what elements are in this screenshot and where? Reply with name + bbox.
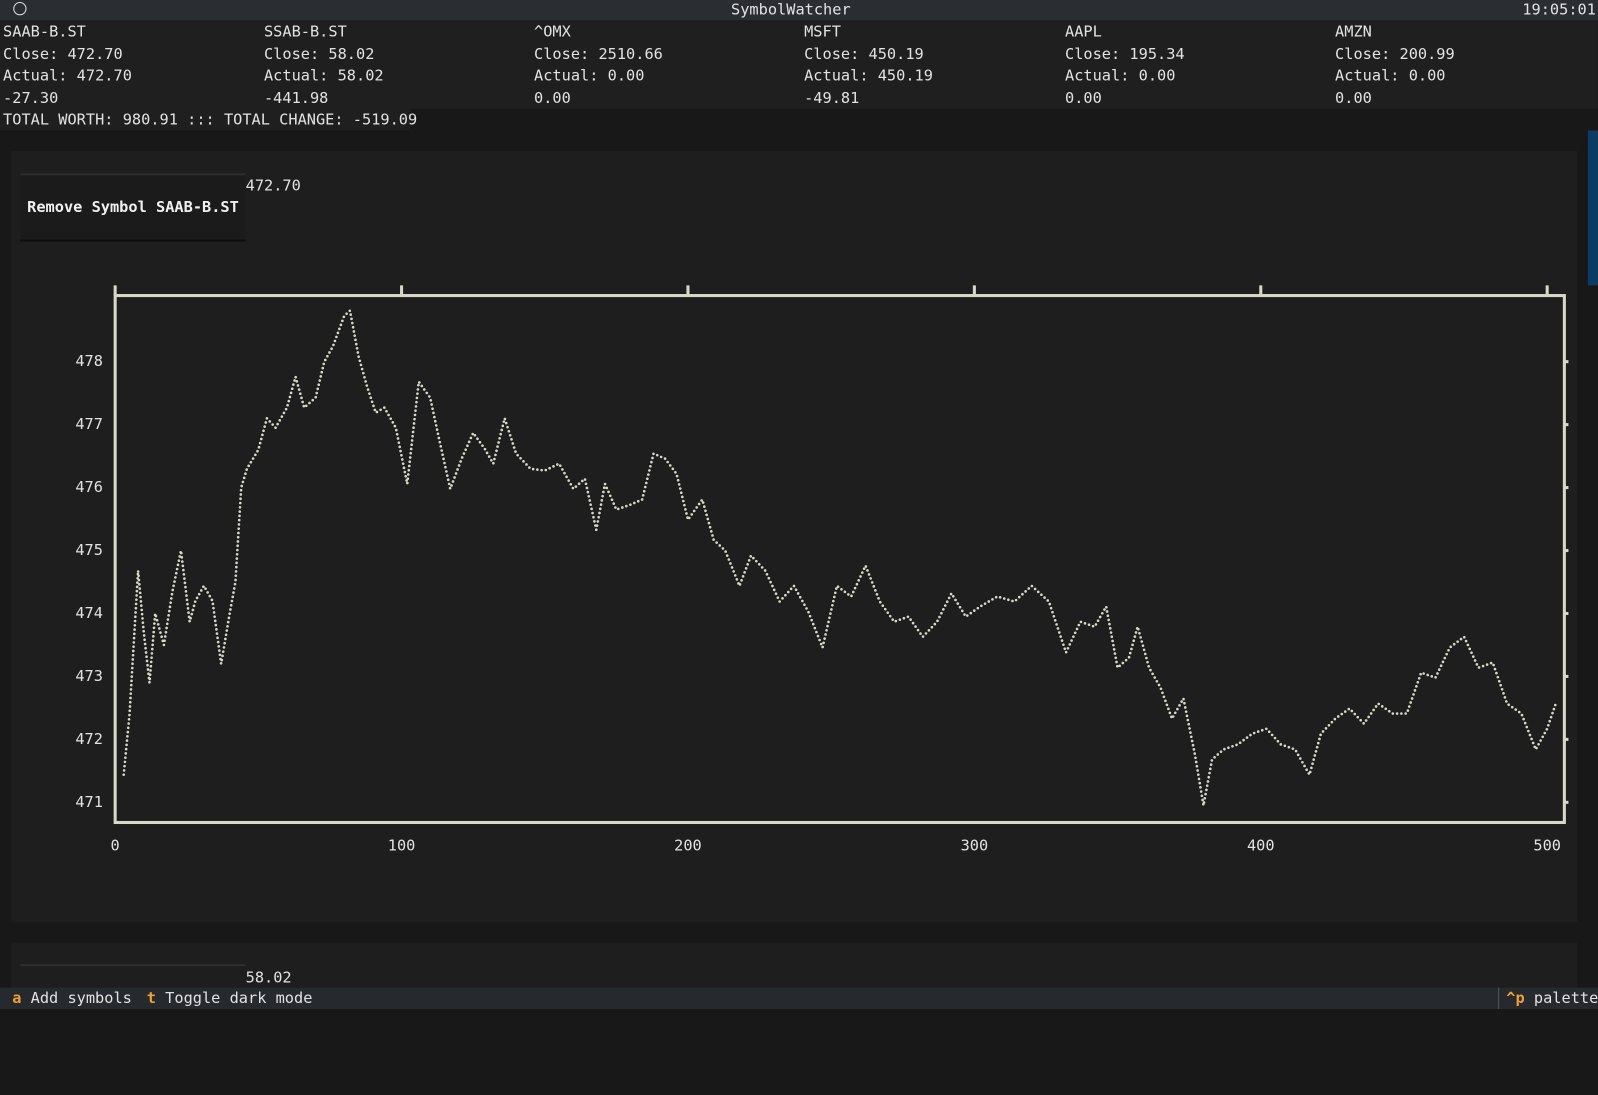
symbol-actual: Actual: 450.19 [804,66,933,85]
symbol-name: ^OMX [534,22,571,41]
symbol-close: Close: 58.02 [263,44,375,63]
price-line [122,309,1558,807]
symbol-name: AMZN [1335,22,1372,41]
plot-frame [113,294,1566,825]
scrollbar[interactable] [1587,130,1598,286]
app: SymbolWatcher 19:05:01 SAAB-B.ST Close: 4… [0,0,1598,1009]
symbol-change: -49.81 [804,88,860,108]
remove-button[interactable]: Remove Symbol SAAB-B.ST [20,173,246,242]
symbol-name: MSFT [804,22,841,41]
binding-label: Add symbols [30,988,132,1007]
y-tick-label: 477 [75,415,103,433]
symbol-actual: Actual: 0.00 [1335,66,1446,85]
binding-label: Toggle dark mode [165,988,313,1007]
symbol-change: 0.00 [1064,88,1102,108]
y-tick-label: 475 [75,541,103,559]
app-title: SymbolWatcher [731,0,851,19]
symbol-name: AAPL [1064,22,1102,41]
x-tick-label: 200 [674,836,702,854]
page: SymbolWatcher 19:05:01 SAAB-B.ST Close: 4… [0,0,1598,1009]
symbol-close: Close: 200.99 [1335,44,1455,63]
symbol-close: Close: 450.19 [804,44,924,63]
x-tick-label: 500 [1533,836,1561,854]
symbol-actual: Actual: 472.70 [3,66,132,85]
y-tick-label: 478 [75,352,103,370]
binding[interactable]: a Add symbols [12,988,132,1009]
price-label: 58.02 [245,968,292,987]
key: t [146,988,156,1007]
symbol-name: SSAB-B.ST [263,22,347,41]
footer: a Add symbols t Toggle dark mode ^p pale… [0,987,1598,1009]
symbol-change: -27.30 [3,88,59,108]
chart-panel [11,150,1578,923]
key: a [12,988,22,1007]
binding[interactable]: t Toggle dark mode [147,988,313,1009]
y-tick-label: 474 [75,604,103,622]
app-icon [13,2,27,16]
symbol-close: Close: 2510.66 [534,44,663,63]
symbol-change: 0.00 [534,88,571,108]
symbol-actual: Actual: 58.02 [263,66,384,85]
y-tick-label: 476 [75,478,103,496]
x-tick-label: 300 [961,836,989,854]
binding-label: palette [1533,988,1598,1007]
symbol-close: Close: 195.34 [1064,44,1185,63]
key: ^p [1506,988,1525,1007]
y-tick-label: 471 [75,793,103,811]
y-tick-label: 473 [75,667,103,685]
x-tick-label: 400 [1247,836,1275,854]
chart-panel [11,942,1578,994]
x-tick-label: 100 [388,836,416,854]
symbol-close: Close: 472.70 [3,44,123,63]
binding[interactable]: ^p palette [1498,987,1598,1009]
y-tick-label: 472 [75,730,103,748]
symbol-actual: Actual: 0.00 [1064,66,1176,85]
price-label: 472.70 [245,176,301,195]
symbol-actual: Actual: 0.00 [534,66,645,85]
button-edge [20,964,246,967]
x-tick-label: 0 [111,836,120,854]
summary: TOTAL WORTH: 980.91 ::: TOTAL CHANGE: -5… [0,109,417,131]
symbol-table: SAAB-B.ST Close: 472.70 Actual: 472.70 -27.… [0,21,1598,110]
clock: 19:05:01 [1522,0,1596,19]
symbol-name: SAAB-B.ST [3,22,86,41]
chart: 0 100 200 300 400 500 471 472 473 474 475 476 477 478 [75,285,1569,854]
symbol-change: -441.98 [263,88,329,108]
title-bar: SymbolWatcher 19:05:01 [0,0,1598,21]
symbol-change: 0.00 [1335,88,1372,108]
